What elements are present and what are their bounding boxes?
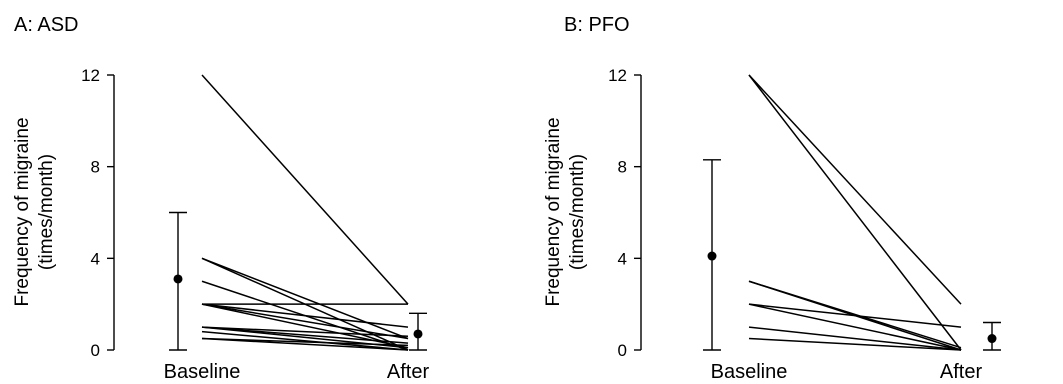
plot-area: 0 4 8 12 Frequency of migraine (times/month) B… <box>543 66 1001 383</box>
patient-line <box>201 303 409 328</box>
y-tick-label: 4 <box>618 249 627 268</box>
y-axis-label: Frequency of migraine <box>543 117 564 306</box>
patient-line <box>201 337 409 351</box>
mean-point <box>413 329 423 339</box>
patient-line <box>748 337 962 351</box>
patient-line <box>201 330 409 351</box>
panel-title-asd: A: ASD <box>14 14 79 36</box>
y-tick-label: 4 <box>91 249 100 268</box>
x-category-label: Baseline <box>711 361 788 383</box>
y-tick-label: 12 <box>81 66 100 85</box>
mean-point <box>707 251 717 261</box>
y-tick-label: 0 <box>618 341 627 360</box>
patient-line <box>201 337 409 347</box>
x-category-label: After <box>387 361 430 383</box>
panel-asd: A: ASD 0 4 8 12 Frequency of migraine (times/… <box>0 0 531 384</box>
panel-title-pfo: B: PFO <box>564 14 630 36</box>
patient-line <box>201 326 409 344</box>
mean-point <box>987 334 997 344</box>
patient-line <box>748 326 962 351</box>
chart-asd: 0 4 8 12 Frequency of migraine (times/month) B… <box>12 66 429 383</box>
patient-line <box>201 326 409 337</box>
patient-line <box>201 257 409 340</box>
plot-area: 0 4 8 12 Frequency of migraine (times/month) B… <box>12 66 429 383</box>
patient-line <box>201 303 409 340</box>
patient-line <box>748 303 962 328</box>
mean-point <box>173 274 183 284</box>
patient-line <box>748 74 962 305</box>
chart-pfo: 0 4 8 12 Frequency of migraine (times/month) B… <box>543 66 1001 383</box>
y-axis-label: Frequency of migraine <box>12 117 33 306</box>
patient-line <box>748 303 962 351</box>
panel-pfo: B: PFO 0 4 8 12 Frequency of migraine (times/… <box>531 0 1062 384</box>
y-tick-label: 8 <box>91 158 100 177</box>
x-category-label: After <box>940 361 983 383</box>
patient-line <box>201 74 409 305</box>
y-tick-label: 8 <box>618 158 627 177</box>
y-axis-label-units: (times/month) <box>567 154 588 270</box>
y-tick-label: 12 <box>608 66 627 85</box>
y-axis-label-units: (times/month) <box>36 154 57 270</box>
x-category-label: Baseline <box>164 361 241 383</box>
y-tick-label: 0 <box>91 341 100 360</box>
patient-line <box>748 74 962 351</box>
